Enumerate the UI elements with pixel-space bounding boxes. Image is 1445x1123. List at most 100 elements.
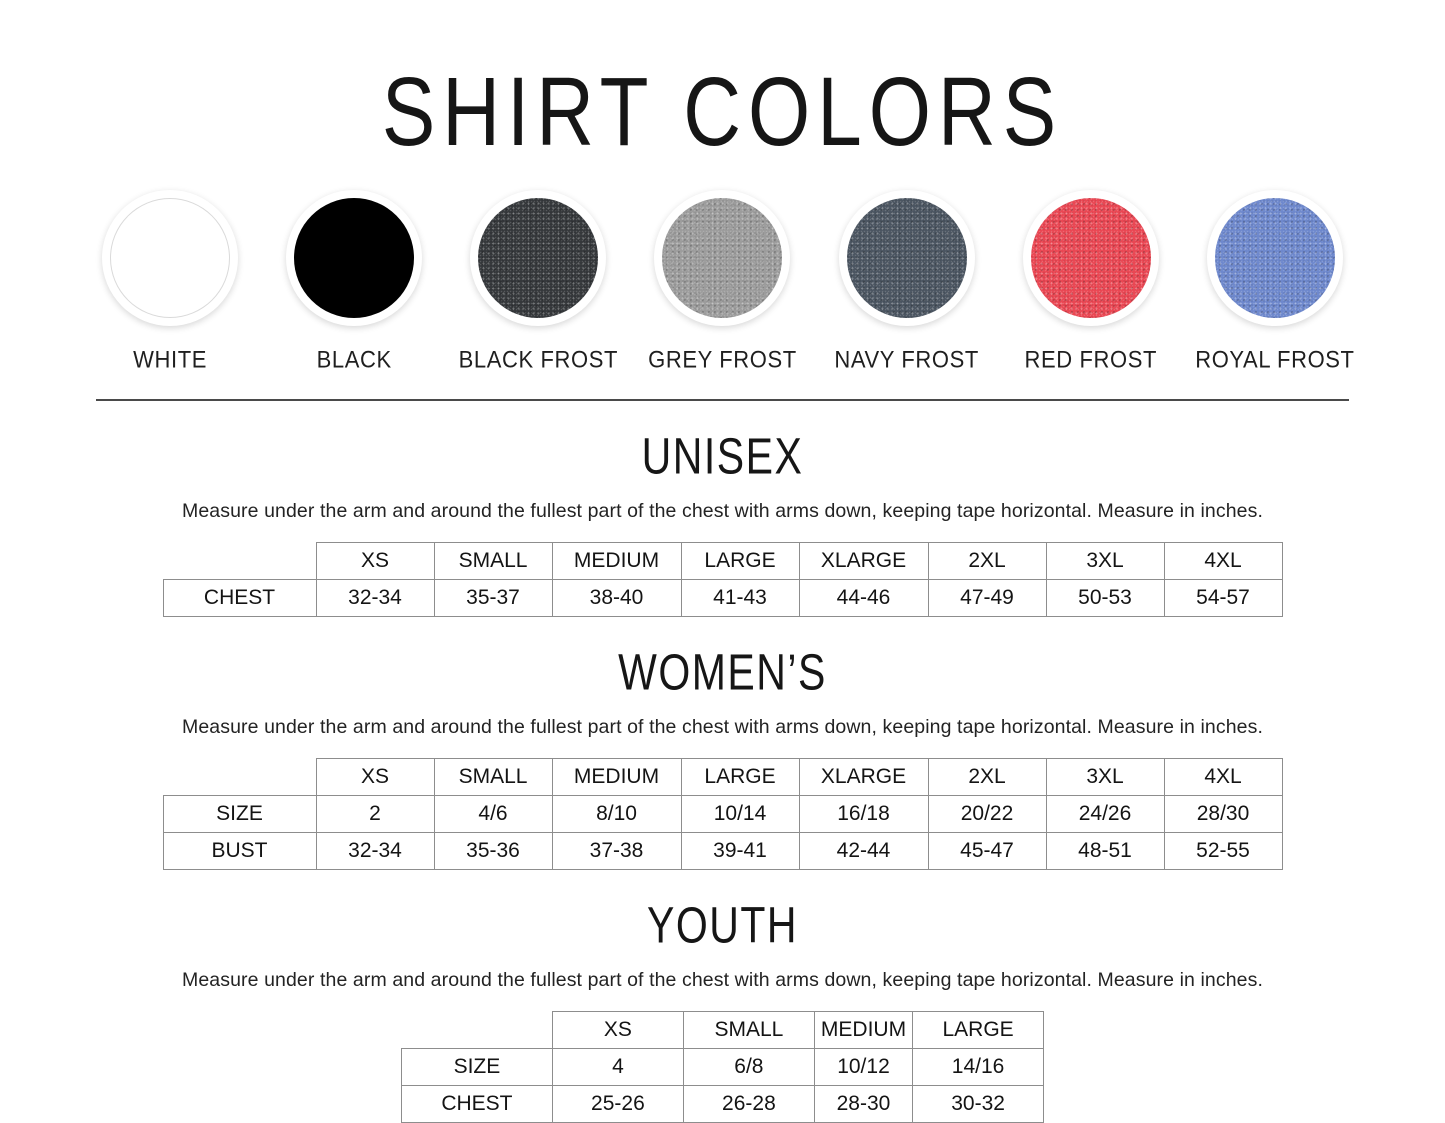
swatch-disc-wrapper: [838, 190, 975, 326]
column-header: XS: [551, 1011, 684, 1049]
section-divider: [96, 399, 1349, 401]
table-cell: 10/12: [813, 1048, 914, 1086]
size-table-unisex: XS SMALL MEDIUM LARGE XLARGE 2XL 3XL 4XL CHEST 32…: [162, 542, 1283, 617]
table-cell: 10/14: [680, 795, 800, 833]
section-title-unisex: UNISEX: [641, 427, 804, 485]
table-cell: 24/26: [1045, 795, 1165, 833]
table-cell: 32-34: [315, 832, 435, 870]
table-cell: 38-40: [551, 579, 682, 617]
section-title-youth: YOUTH: [647, 896, 798, 954]
table-cell: 25-26: [551, 1085, 684, 1123]
swatch-disc-wrapper: [1022, 190, 1159, 326]
table-cell: 28-30: [813, 1085, 914, 1123]
table-cell: 28/30: [1163, 795, 1283, 833]
table-cell: 44-46: [798, 579, 929, 617]
section-unisex: UNISEX Measure under the arm and around …: [0, 427, 1445, 617]
table-row: CHEST 25-26 26-28 28-30 30-32: [400, 1085, 1045, 1123]
table-corner-cell: [163, 543, 316, 580]
table-wrapper-youth: XS SMALL MEDIUM LARGE SIZE 4 6/8 10/12 14/16 CHES…: [0, 1011, 1445, 1123]
table-cell: 54-57: [1163, 579, 1283, 617]
table-wrapper-unisex: XS SMALL MEDIUM LARGE XLARGE 2XL 3XL 4XL CHEST 32…: [0, 542, 1445, 617]
column-header: 4XL: [1163, 542, 1283, 580]
swatch-item-navy-frost[interactable]: NAVY FROST: [815, 190, 999, 373]
table-cell: 42-44: [798, 832, 929, 870]
color-swatch-circle: [846, 198, 967, 318]
table-row: SIZE 4 6/8 10/12 14/16: [400, 1048, 1045, 1086]
section-title-womens: WOMEN’S: [618, 643, 827, 701]
column-header: LARGE: [912, 1011, 1045, 1049]
table-cell: 35-37: [433, 579, 553, 617]
swatch-disc-wrapper: [470, 190, 607, 326]
column-header: SMALL: [682, 1011, 815, 1049]
table-cell: 52-55: [1163, 832, 1283, 870]
table-wrapper-womens: XS SMALL MEDIUM LARGE XLARGE 2XL 3XL 4XL SIZE 2 4/…: [0, 758, 1445, 870]
swatch-item-royal-frost[interactable]: ROYAL FROST: [1183, 190, 1367, 373]
swatch-disc-wrapper: [102, 190, 239, 326]
section-description-youth: Measure under the arm and around the ful…: [182, 969, 1263, 991]
column-header: SMALL: [433, 542, 553, 580]
column-header: SMALL: [433, 758, 553, 796]
table-corner-cell: [401, 1012, 552, 1049]
column-header: XLARGE: [798, 758, 929, 796]
color-swatch-row: WHITE BLACK BLACK FROST GREY FROST NAVY: [0, 190, 1445, 373]
table-cell: 50-53: [1045, 579, 1165, 617]
section-description-unisex: Measure under the arm and around the ful…: [182, 500, 1263, 522]
swatch-label: ROYAL FROST: [1195, 345, 1355, 374]
table-cell: 16/18: [798, 795, 929, 833]
table-row: CHEST 32-34 35-37 38-40 41-43 44-46 47-49 50-53…: [162, 579, 1283, 617]
table-cell: 2: [315, 795, 435, 833]
swatch-disc-wrapper: [286, 190, 423, 326]
section-description-womens: Measure under the arm and around the ful…: [182, 716, 1263, 738]
color-swatch-circle: [1030, 198, 1151, 318]
table-cell: 20/22: [927, 795, 1047, 833]
table-cell: 35-36: [433, 832, 553, 870]
swatch-item-red-frost[interactable]: RED FROST: [999, 190, 1183, 373]
swatch-label: BLACK FROST: [458, 345, 619, 374]
swatch-item-grey-frost[interactable]: GREY FROST: [630, 190, 814, 373]
color-swatch-circle: [110, 198, 231, 318]
table-cell: 48-51: [1045, 832, 1165, 870]
size-table-womens: XS SMALL MEDIUM LARGE XLARGE 2XL 3XL 4XL SIZE 2 4/…: [162, 758, 1283, 870]
column-header: 4XL: [1163, 758, 1283, 796]
table-cell: 4/6: [433, 795, 553, 833]
column-header: MEDIUM: [813, 1011, 914, 1049]
row-header: CHEST: [400, 1085, 553, 1123]
table-cell: 30-32: [912, 1085, 1045, 1123]
swatch-disc-wrapper: [654, 190, 791, 326]
table-row: SIZE 2 4/6 8/10 10/14 16/18 20/22 24/26 28/30: [162, 795, 1283, 833]
column-header: XS: [315, 542, 435, 580]
table-cell: 8/10: [551, 795, 682, 833]
column-header: XS: [315, 758, 435, 796]
swatch-label: GREY FROST: [648, 345, 797, 374]
column-header: 2XL: [927, 542, 1047, 580]
column-header: LARGE: [680, 758, 800, 796]
table-header-row: XS SMALL MEDIUM LARGE: [401, 1011, 1045, 1049]
swatch-disc-wrapper: [1206, 190, 1343, 326]
row-header: SIZE: [400, 1048, 553, 1086]
size-table-youth: XS SMALL MEDIUM LARGE SIZE 4 6/8 10/12 14/16 CHES…: [400, 1011, 1045, 1123]
color-swatch-circle: [1214, 198, 1335, 318]
page-title: SHIRT COLORS: [381, 57, 1064, 166]
table-row: BUST 32-34 35-36 37-38 39-41 42-44 45-47 48-51 5…: [162, 832, 1283, 870]
table-cell: 39-41: [680, 832, 800, 870]
swatch-item-black[interactable]: BLACK: [262, 190, 446, 373]
column-header: XLARGE: [798, 542, 929, 580]
table-cell: 37-38: [551, 832, 682, 870]
table-cell: 4: [551, 1048, 684, 1086]
column-header: 3XL: [1045, 758, 1165, 796]
swatch-label: RED FROST: [1024, 345, 1158, 374]
section-youth: YOUTH Measure under the arm and around t…: [0, 896, 1445, 1123]
table-header-row: XS SMALL MEDIUM LARGE XLARGE 2XL 3XL 4XL: [163, 758, 1283, 796]
column-header: 3XL: [1045, 542, 1165, 580]
swatch-item-white[interactable]: WHITE: [78, 190, 262, 373]
swatch-label: WHITE: [133, 345, 208, 374]
color-swatch-circle: [478, 198, 599, 318]
swatch-item-black-frost[interactable]: BLACK FROST: [446, 190, 630, 373]
row-header: CHEST: [162, 579, 317, 617]
column-header: MEDIUM: [551, 758, 682, 796]
table-cell: 47-49: [927, 579, 1047, 617]
table-cell: 45-47: [927, 832, 1047, 870]
column-header: 2XL: [927, 758, 1047, 796]
table-header-row: XS SMALL MEDIUM LARGE XLARGE 2XL 3XL 4XL: [163, 542, 1283, 580]
